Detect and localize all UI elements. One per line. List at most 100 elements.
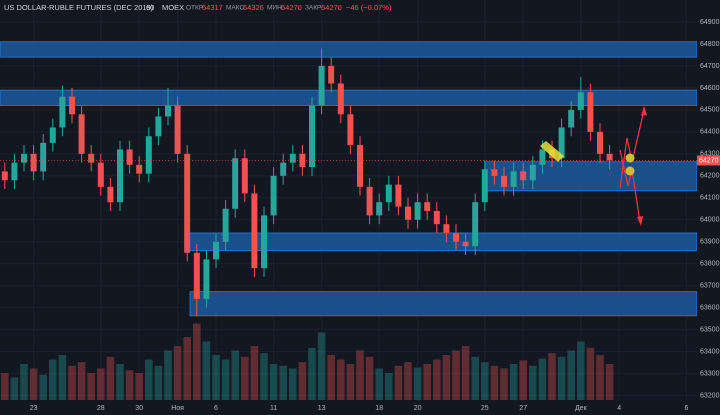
y-tick-label: 63300 bbox=[700, 370, 720, 377]
volume-bar bbox=[289, 368, 297, 400]
candle-body bbox=[59, 96, 66, 128]
zones bbox=[0, 41, 698, 317]
candle-body bbox=[107, 186, 114, 203]
symbol-title: US DOLLAR-RUBLE FUTURES (DEC 2019) bbox=[4, 3, 154, 12]
volume-bar bbox=[394, 365, 403, 400]
volume-bar bbox=[125, 370, 134, 400]
volume-bar bbox=[154, 365, 163, 400]
ohlc-label: ОТКР bbox=[186, 5, 203, 12]
candle-body bbox=[453, 232, 459, 242]
y-tick-label: 63200 bbox=[700, 392, 720, 399]
candle-body bbox=[491, 169, 498, 176]
candle-body bbox=[433, 210, 440, 225]
candles bbox=[0, 48, 697, 317]
candle-body bbox=[366, 186, 373, 216]
volume-bar bbox=[116, 364, 124, 400]
interval: 60 bbox=[146, 3, 154, 12]
x-tick-label: 13 bbox=[318, 405, 326, 412]
y-tick-label: 63900 bbox=[700, 239, 720, 246]
ohlc-label: МИН bbox=[267, 5, 282, 12]
candle-body bbox=[299, 153, 306, 168]
last-price-box bbox=[697, 155, 720, 166]
exchange: MOEX bbox=[162, 3, 184, 12]
y-tick-label: 64600 bbox=[700, 85, 720, 92]
candle-body bbox=[347, 114, 354, 146]
volume-bar bbox=[586, 347, 595, 400]
y-tick-label: 64300 bbox=[700, 151, 720, 158]
arrowhead bbox=[637, 216, 643, 226]
volume-bar bbox=[509, 364, 518, 400]
volume-bar bbox=[490, 365, 499, 400]
annotations bbox=[540, 106, 647, 226]
volume-bar bbox=[298, 362, 307, 400]
change: −46 (−0.07%) bbox=[346, 3, 392, 12]
candle-body bbox=[328, 65, 335, 84]
candle-body bbox=[385, 184, 392, 203]
x-tick-label: 11 bbox=[270, 405, 277, 412]
candle-body bbox=[337, 83, 344, 115]
y-tick-label: 64200 bbox=[700, 173, 720, 180]
candle-body bbox=[193, 252, 200, 299]
candle-body bbox=[30, 153, 37, 172]
candle-body bbox=[49, 127, 56, 143]
y-tick-label: 63400 bbox=[700, 348, 720, 355]
arrow-down bbox=[619, 149, 641, 223]
volume-bar bbox=[173, 346, 182, 400]
y-tick-label: 63700 bbox=[700, 283, 720, 290]
x-tick-label: 25 bbox=[481, 405, 489, 412]
candle-body bbox=[529, 164, 536, 181]
x-tick-label: 6 bbox=[214, 405, 218, 412]
candle-body bbox=[462, 241, 469, 247]
x-tick-label: 27 bbox=[519, 405, 527, 412]
volume-bar bbox=[269, 364, 278, 400]
volume-bar bbox=[260, 353, 268, 400]
volume-bar bbox=[346, 364, 355, 400]
candle-body bbox=[558, 127, 565, 159]
volume-bar bbox=[202, 341, 211, 400]
candle-body bbox=[251, 193, 258, 269]
candle-body bbox=[289, 153, 296, 163]
volume-bar bbox=[365, 356, 374, 400]
candle-body bbox=[395, 184, 402, 207]
volume-bar bbox=[433, 359, 441, 400]
candle-body bbox=[261, 215, 267, 269]
candle-body bbox=[309, 105, 315, 168]
candle-body bbox=[606, 153, 613, 161]
candle-body bbox=[481, 169, 488, 203]
candle-body bbox=[587, 92, 594, 132]
volume-bar bbox=[279, 365, 287, 400]
volume-bar bbox=[452, 350, 460, 400]
volume-bar bbox=[1, 373, 9, 400]
ohlc-label: ЗАКР bbox=[305, 5, 321, 12]
candle-body bbox=[424, 202, 431, 211]
last-price-label: 64270 bbox=[699, 157, 719, 164]
volume-bar bbox=[529, 365, 537, 400]
y-tick-label: 64800 bbox=[700, 41, 720, 48]
x-tick-label: 28 bbox=[97, 405, 105, 412]
candle-body bbox=[539, 149, 546, 165]
volume-bar bbox=[39, 374, 47, 400]
volume-bar bbox=[250, 346, 259, 400]
ohlc-value: 64326 bbox=[243, 3, 264, 12]
candle-body bbox=[21, 153, 27, 163]
volume-bar bbox=[308, 347, 316, 400]
volume-bar bbox=[404, 362, 412, 400]
candle-body bbox=[136, 164, 143, 174]
candle-body bbox=[126, 149, 133, 165]
candle-body bbox=[97, 162, 104, 187]
marker bbox=[625, 153, 635, 163]
arrowhead bbox=[641, 106, 647, 116]
x-tick-label: 23 bbox=[30, 405, 38, 412]
candle-body bbox=[155, 116, 162, 137]
candle-body bbox=[577, 92, 584, 110]
ohlc-value: 64270 bbox=[321, 3, 342, 12]
volume-bar bbox=[49, 359, 57, 400]
volume bbox=[1, 323, 614, 400]
axis-background bbox=[697, 0, 720, 415]
candle-body bbox=[145, 136, 152, 174]
candle-body bbox=[165, 105, 171, 117]
candle-body bbox=[520, 171, 527, 181]
candle-body bbox=[88, 153, 95, 163]
candle-body bbox=[11, 162, 18, 181]
candle-body bbox=[78, 114, 85, 154]
